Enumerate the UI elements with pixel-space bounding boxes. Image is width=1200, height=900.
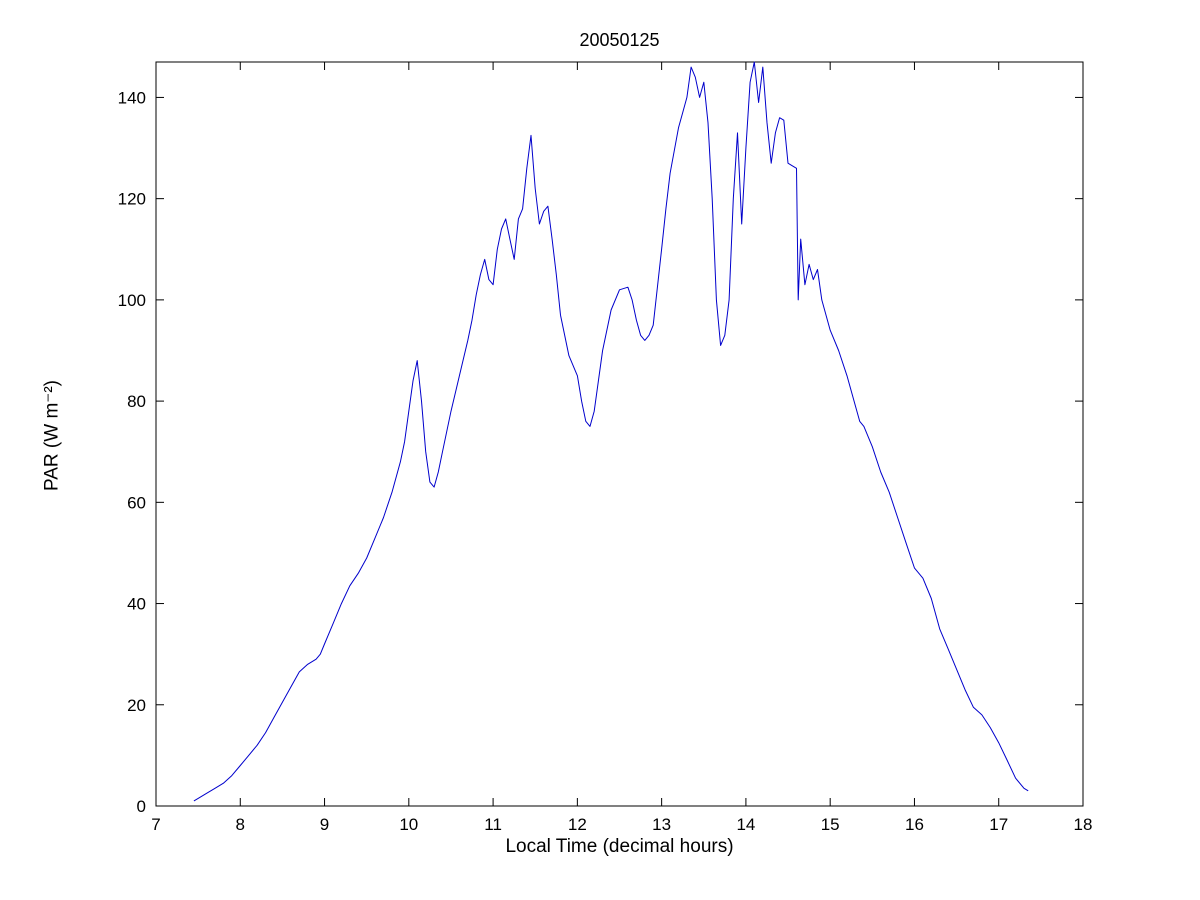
x-axis-label: Local Time (decimal hours): [505, 836, 734, 857]
y-tick-label: 120: [118, 190, 146, 209]
y-tick-label: 100: [118, 291, 146, 310]
y-tick-label: 0: [137, 797, 146, 816]
x-tick-label: 15: [821, 815, 840, 834]
x-tick-label: 10: [399, 815, 418, 834]
y-tick-label: 140: [118, 88, 146, 107]
y-tick-label: 80: [127, 392, 146, 411]
x-tick-label: 18: [1074, 815, 1093, 834]
x-tick-label: 9: [320, 815, 329, 834]
x-tick-label: 12: [568, 815, 587, 834]
x-tick-label: 13: [652, 815, 671, 834]
par-line-series: [193, 61, 1029, 802]
chart-title: 20050125: [579, 30, 660, 50]
y-tick-label: 40: [127, 595, 146, 614]
y-tick-label: 60: [127, 493, 146, 512]
x-tick-label: 8: [236, 815, 245, 834]
x-tick-label: 17: [989, 815, 1008, 834]
x-tick-label: 11: [484, 815, 502, 834]
x-tick-label: 16: [905, 815, 924, 834]
y-axis-label: PAR (W m⁻²): [41, 380, 63, 491]
x-tick-label: 14: [736, 815, 755, 834]
y-tick-label: 20: [127, 696, 146, 715]
x-tick-label: 7: [151, 815, 160, 834]
axes-box: [155, 61, 1084, 807]
